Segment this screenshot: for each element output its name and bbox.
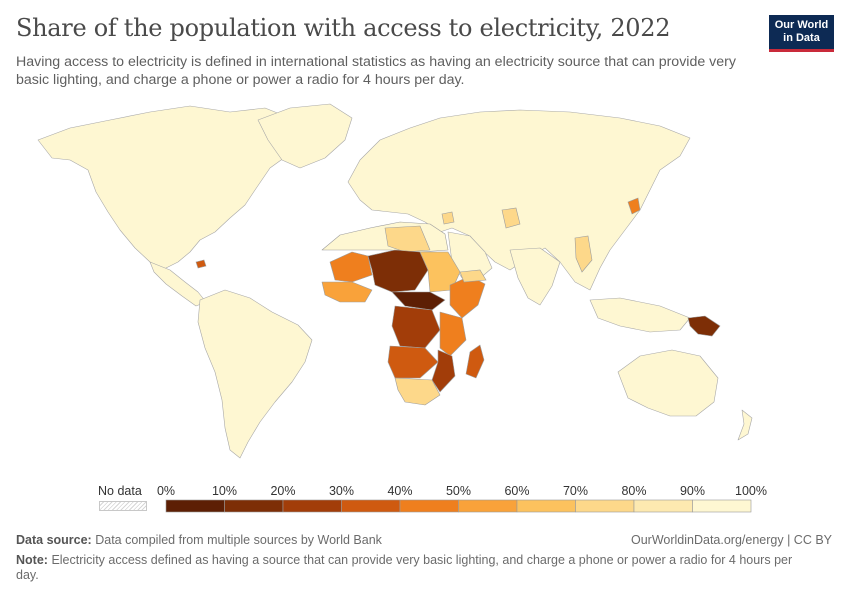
- legend-no-data-swatch: [99, 501, 147, 511]
- region-yemen: [459, 269, 487, 283]
- region-new-zealand: [737, 409, 753, 441]
- data-source-label: Data source:: [16, 533, 92, 547]
- legend-tick-label: 50%: [445, 484, 472, 498]
- region-haiti: [195, 259, 207, 269]
- legend-bin: [399, 499, 459, 513]
- region-papua-new-guinea: [687, 315, 721, 337]
- chart-subtitle: Having access to electricity is defined …: [16, 54, 736, 88]
- region-angola-zambia: [387, 345, 439, 379]
- legend-bin: [165, 499, 225, 513]
- logo-line-2: in Data: [783, 32, 820, 44]
- region-greenland: [257, 103, 353, 169]
- region-southern-africa: [394, 377, 441, 406]
- region-syria: [441, 211, 455, 225]
- region-libya: [384, 225, 431, 253]
- legend-bin: [692, 499, 752, 513]
- source-url-link[interactable]: OurWorldinData.org/energy | CC BY: [630, 533, 832, 547]
- chart-title: Share of the population with access to e…: [16, 14, 671, 42]
- legend-tick-label: 30%: [328, 484, 355, 498]
- logo-line-1: Our World: [774, 19, 829, 31]
- region-drc: [391, 305, 441, 349]
- region-se-asia-islands: [589, 297, 691, 333]
- legend-bin: [633, 499, 693, 513]
- legend-no-data-label: No data: [98, 484, 142, 498]
- footnote-text: Electricity access defined as having a s…: [16, 553, 793, 582]
- legend-bin: [458, 499, 518, 513]
- region-west-africa: [321, 281, 373, 303]
- region-myanmar: [574, 235, 593, 273]
- legend-tick-label: 70%: [562, 484, 589, 498]
- owid-logo[interactable]: Our World in Data: [769, 15, 834, 52]
- legend-tick-label: 10%: [211, 484, 238, 498]
- data-source-text: Data compiled from multiple sources by W…: [95, 533, 382, 547]
- legend-bin: [282, 499, 342, 513]
- legend-tick-label: 40%: [387, 484, 413, 498]
- legend-tick-label: 90%: [679, 484, 706, 498]
- region-india: [509, 247, 561, 306]
- legend-tick-label: 100%: [735, 484, 767, 498]
- land-base: [37, 103, 753, 459]
- region-niger-chad: [367, 249, 429, 293]
- legend-bin: [224, 499, 284, 513]
- region-north-america: [37, 105, 311, 271]
- region-south-america: [197, 289, 313, 459]
- legend-tick-label: 80%: [621, 484, 647, 498]
- region-mali: [329, 251, 373, 283]
- africa: [321, 221, 486, 406]
- footnote: Note: Electricity access defined as havi…: [16, 553, 806, 583]
- legend-bin: [516, 499, 576, 513]
- data-source: Data source: Data compiled from multiple…: [16, 533, 382, 547]
- region-central-america: [149, 261, 207, 307]
- region-mozambique-malawi: [431, 349, 456, 393]
- region-australia: [617, 349, 719, 417]
- region-north-korea: [627, 197, 641, 215]
- legend-bin: [575, 499, 635, 513]
- region-east-africa: [439, 311, 467, 357]
- legend-bin: [341, 499, 401, 513]
- legend-tick-label: 60%: [504, 484, 530, 498]
- region-afghanistan: [501, 207, 521, 229]
- legend-tick-label: 0%: [156, 484, 176, 498]
- region-south-sudan-car: [391, 291, 446, 311]
- legend-tick-label: 20%: [270, 484, 296, 498]
- footnote-label: Note:: [16, 553, 48, 567]
- region-madagascar: [465, 344, 485, 379]
- legend-color-scale: [165, 499, 752, 513]
